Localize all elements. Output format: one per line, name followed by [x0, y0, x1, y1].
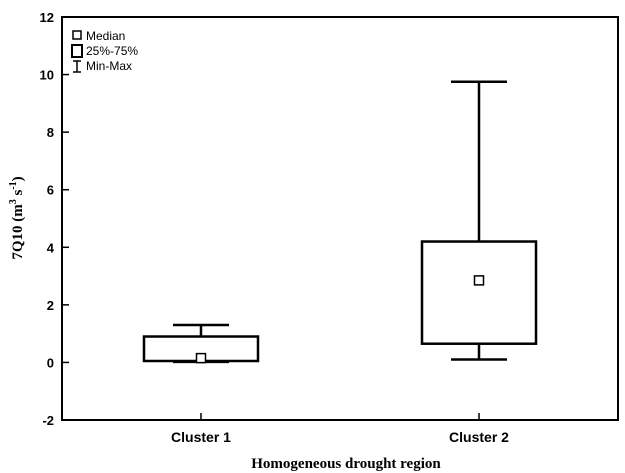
legend-box-label: 25%-75% [86, 44, 138, 58]
legend-median-label: Median [86, 29, 125, 43]
y-axis: -2 0 2 4 6 8 10 12 [40, 10, 69, 428]
y-axis-title-part1: 7Q10 (m [10, 204, 26, 260]
median-marker [473, 275, 485, 286]
median-marker [195, 352, 207, 364]
y-tick-label: 4 [47, 240, 55, 255]
y-axis-title-sup2: -1 [8, 181, 19, 189]
y-tick-label: -2 [42, 413, 54, 428]
y-tick-label: 6 [47, 183, 54, 198]
y-axis-title-part2: s [10, 190, 26, 200]
y-axis-title: 7Q10 (m3 s-1) [8, 176, 26, 259]
y-tick-label: 2 [47, 298, 54, 313]
x-axis: Cluster 1 Cluster 2 [171, 413, 509, 445]
legend-median-icon [72, 30, 82, 40]
y-tick-label: 0 [47, 355, 54, 370]
x-tick-label: Cluster 2 [449, 429, 509, 445]
iqr-box [420, 240, 538, 345]
legend-box-icon [71, 44, 83, 58]
y-axis-title-part3: ) [10, 176, 26, 181]
y-axis-title-sup1: 3 [8, 199, 19, 204]
plot-frame [61, 16, 619, 421]
legend: Median 25%-75% Min-Max [71, 29, 138, 73]
legend-whisker-label: Min-Max [86, 59, 132, 73]
iqr-box [142, 335, 260, 363]
y-tick-label: 12 [40, 10, 54, 25]
y-tick-label: 8 [47, 125, 54, 140]
x-axis-title: Homogeneous drought region [251, 456, 441, 472]
y-tick-label: 10 [40, 68, 54, 83]
x-tick-label: Cluster 1 [171, 429, 231, 445]
boxes-group [142, 80, 538, 364]
